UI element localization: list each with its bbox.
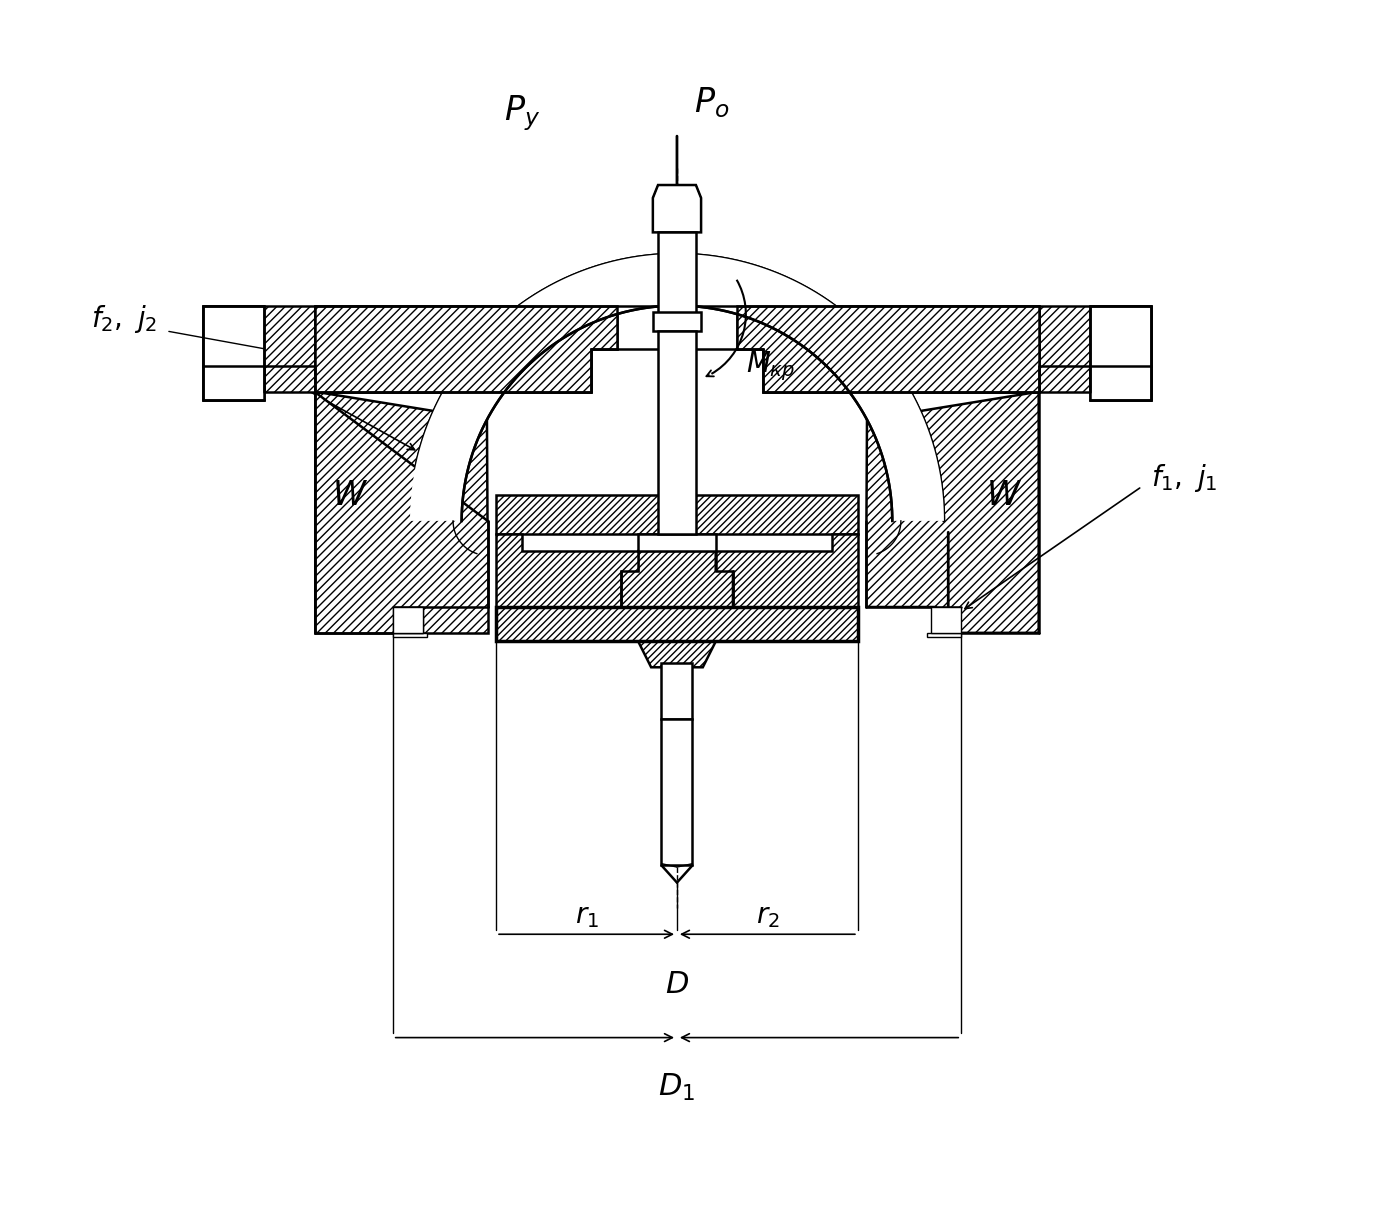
Bar xyxy=(393,607,423,632)
Polygon shape xyxy=(316,306,616,392)
Bar xyxy=(658,232,696,314)
Text: $D$: $D$ xyxy=(665,969,689,999)
Bar xyxy=(652,312,701,331)
Polygon shape xyxy=(316,306,616,392)
Bar xyxy=(1090,306,1151,401)
Bar xyxy=(393,607,423,632)
Polygon shape xyxy=(1039,306,1151,392)
Polygon shape xyxy=(1090,365,1151,401)
Text: $P_y$: $P_y$ xyxy=(504,93,541,134)
Text: $f_1,\ j_1$: $f_1,\ j_1$ xyxy=(1151,461,1217,494)
Bar xyxy=(658,331,696,534)
Text: $r_1$: $r_1$ xyxy=(574,903,598,930)
Bar xyxy=(496,607,858,641)
Text: $f_2,\ j_2$: $f_2,\ j_2$ xyxy=(91,302,158,335)
Polygon shape xyxy=(316,392,488,632)
Polygon shape xyxy=(866,392,1039,632)
Bar xyxy=(393,632,427,637)
Polygon shape xyxy=(204,306,316,392)
Polygon shape xyxy=(738,306,1039,392)
Polygon shape xyxy=(738,306,1039,392)
Bar xyxy=(930,607,961,632)
Polygon shape xyxy=(204,365,264,401)
Polygon shape xyxy=(715,534,858,607)
Bar xyxy=(496,495,858,534)
Polygon shape xyxy=(316,392,488,632)
Text: $W$: $W$ xyxy=(331,481,367,512)
Polygon shape xyxy=(652,185,701,232)
Polygon shape xyxy=(496,534,638,607)
Polygon shape xyxy=(622,551,733,668)
Text: $r_2$: $r_2$ xyxy=(756,903,780,930)
Text: $M_{кр}$: $M_{кр}$ xyxy=(746,350,795,384)
Bar xyxy=(661,719,693,866)
Polygon shape xyxy=(409,254,944,521)
Text: $W$: $W$ xyxy=(986,481,1023,512)
Bar xyxy=(926,632,961,637)
Text: $P_o$: $P_o$ xyxy=(694,86,729,120)
Bar xyxy=(638,534,715,551)
Bar xyxy=(204,306,264,401)
Bar xyxy=(616,306,738,348)
Bar xyxy=(661,663,693,719)
Text: $D_1$: $D_1$ xyxy=(658,1072,696,1104)
